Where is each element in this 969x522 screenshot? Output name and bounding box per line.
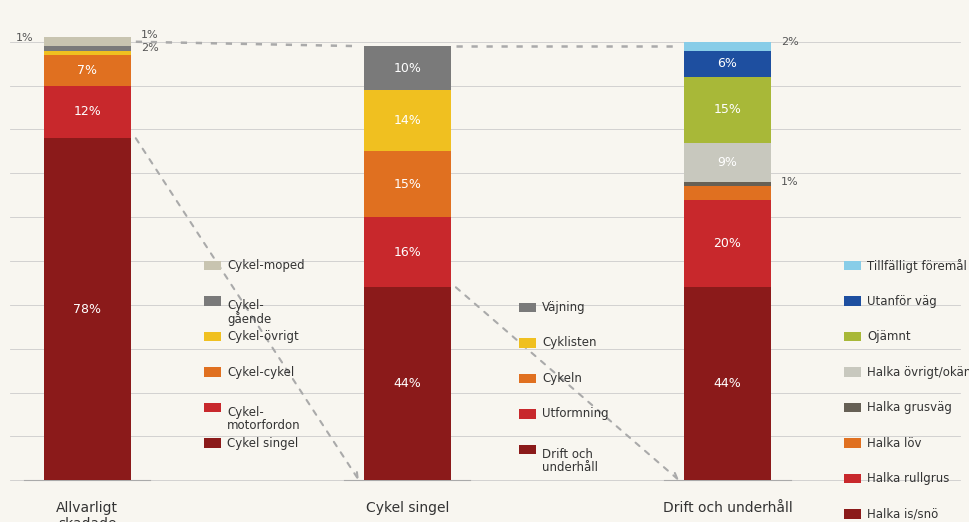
Bar [363,90,451,151]
Bar [683,77,770,143]
Text: 14%: 14% [393,114,421,127]
Text: 44%: 44% [393,377,421,390]
Bar [843,438,860,448]
Point [18,477,30,483]
Text: 44%: 44% [713,377,740,390]
Bar [363,217,451,287]
Bar [203,438,221,448]
Text: 7%: 7% [78,64,97,77]
Point [144,477,156,483]
Bar [363,151,451,217]
Bar [518,303,536,312]
Text: Halka is/snö: Halka is/snö [866,508,937,520]
Bar [44,138,131,480]
Bar [843,474,860,483]
Bar [518,445,536,454]
Bar [683,51,770,77]
Bar [518,338,536,348]
Bar [518,374,536,383]
Bar [518,409,536,419]
Bar [683,199,770,287]
Bar [44,51,131,55]
Text: 1%: 1% [780,177,797,187]
Text: Cykel-cykel: Cykel-cykel [227,366,294,378]
Text: 10%: 10% [393,62,421,75]
Bar [843,367,860,377]
Bar [44,38,131,46]
Text: 2%: 2% [780,37,797,47]
Text: motorfordon: motorfordon [227,419,300,432]
Text: Halka löv: Halka löv [866,437,921,449]
Bar [843,296,860,306]
Text: 78%: 78% [74,303,101,316]
Point [338,477,350,483]
Bar [683,143,770,182]
Text: Halka övrigt/okänt: Halka övrigt/okänt [866,366,969,378]
Text: Utanför väg: Utanför väg [866,295,936,307]
Text: Cykel singel: Cykel singel [365,501,449,515]
Text: Cykel-övrigt: Cykel-övrigt [227,330,298,343]
Text: Cykel singel: Cykel singel [227,437,297,449]
Bar [203,403,221,412]
Text: Halka grusväg: Halka grusväg [866,401,951,414]
Bar [203,296,221,306]
Bar [363,46,451,90]
Text: Ojämnt: Ojämnt [866,330,910,343]
Text: 2%: 2% [141,43,158,53]
Text: 9%: 9% [717,156,736,169]
Text: 6%: 6% [717,57,736,70]
Text: Drift och: Drift och [542,447,592,460]
Text: Cykel-: Cykel- [227,406,264,419]
Text: Cykeln: Cykeln [542,372,581,385]
Bar [363,287,451,480]
Text: 16%: 16% [393,246,421,259]
Text: Cyklisten: Cyklisten [542,337,596,349]
Text: 15%: 15% [393,178,421,191]
Text: 1%: 1% [141,30,158,40]
Text: gående: gående [227,312,271,326]
Bar [44,86,131,138]
Bar [683,42,770,51]
Bar [843,403,860,412]
Bar [683,186,770,199]
Bar [44,46,131,51]
Text: Cykel-: Cykel- [227,299,264,312]
Bar [683,287,770,480]
Text: 1%: 1% [16,33,34,43]
Bar [843,509,860,519]
Bar [203,332,221,341]
Text: Allvarligt
skadade: Allvarligt skadade [56,501,118,522]
Text: Drift och underhåll: Drift och underhåll [662,501,792,515]
Text: underhåll: underhåll [542,460,598,473]
Text: Halka rullgrus: Halka rullgrus [866,472,949,485]
Text: Utformning: Utformning [542,408,609,420]
Bar [843,332,860,341]
Text: 15%: 15% [713,103,740,116]
Text: 12%: 12% [74,105,101,118]
Point [464,477,476,483]
Text: Tillfälligt föremål: Tillfälligt föremål [866,259,966,272]
Bar [843,261,860,270]
Bar [203,367,221,377]
Bar [683,182,770,186]
Point [658,477,670,483]
Point [784,477,796,483]
Bar [44,55,131,86]
Text: 20%: 20% [713,237,740,250]
Text: Väjning: Väjning [542,301,585,314]
Text: Cykel-moped: Cykel-moped [227,259,304,272]
Bar [203,261,221,270]
